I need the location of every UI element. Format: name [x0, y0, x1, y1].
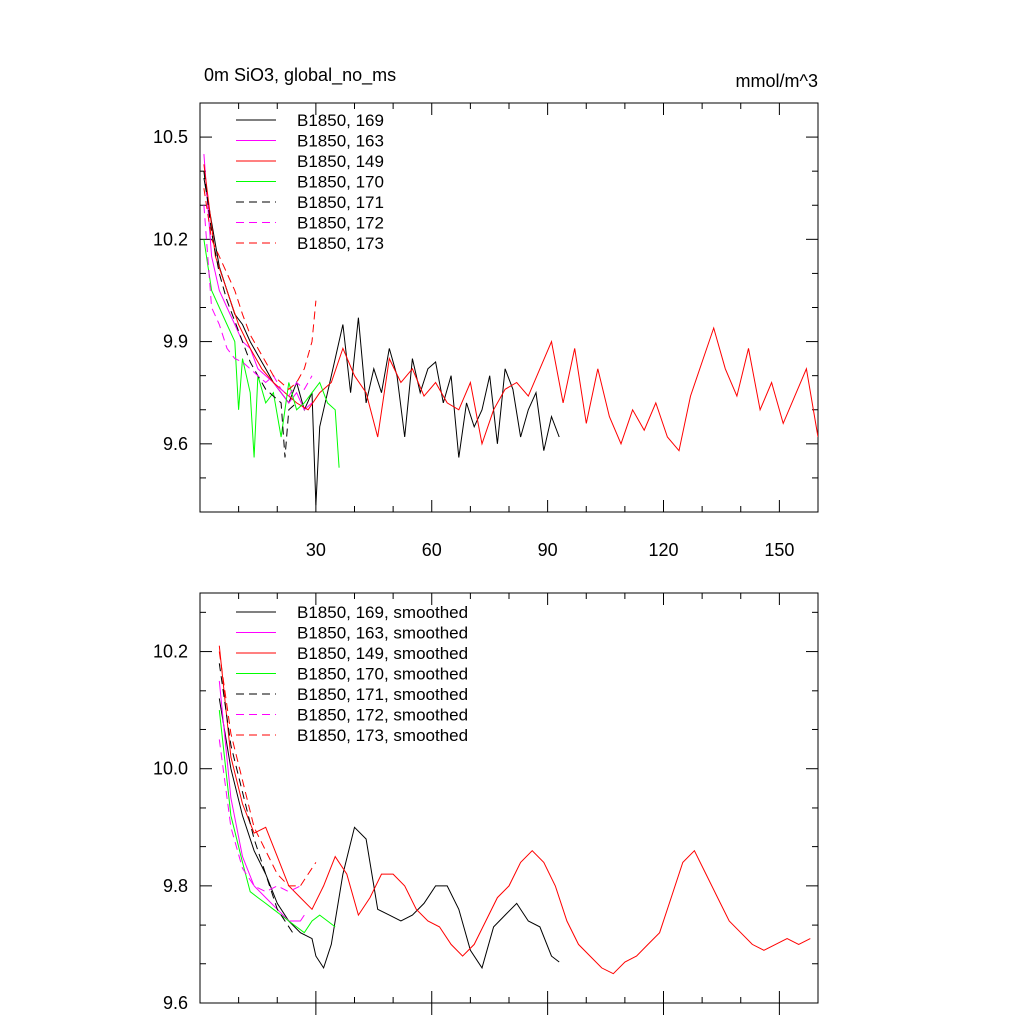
top-chart-title: 0m SiO3, global_no_ms [204, 65, 396, 86]
top-series-line-0 [203, 177, 560, 506]
top-legend-label: B1850, 171 [297, 193, 384, 212]
top-x-tick-label: 60 [422, 540, 442, 560]
top-y-tick-label: 9.9 [163, 332, 188, 352]
top-x-tick-label: 30 [306, 540, 326, 560]
top-series-line-6 [203, 188, 317, 390]
top-series-line-3 [203, 239, 340, 468]
bottom-series-line-4 [218, 663, 297, 934]
top-plot-frame [199, 102, 819, 513]
bottom-legend-label: B1850, 172, smoothed [297, 706, 468, 725]
top-chart-units: mmol/m^3 [736, 71, 818, 91]
bottom-series-line-6 [218, 651, 317, 887]
bottom-y-tick-label: 9.8 [163, 876, 188, 896]
bottom-series-line-2 [218, 645, 811, 975]
top-y-tick-label: 10.2 [153, 229, 188, 249]
top-series-line-5 [203, 205, 313, 397]
bottom-y-tick-label: 10.2 [153, 642, 188, 662]
top-series-line-2 [203, 164, 818, 452]
top-legend-label: B1850, 163 [297, 132, 384, 151]
bottom-plot-frame [199, 592, 819, 1004]
bottom-series-line-0 [218, 698, 560, 970]
bottom-legend-label: B1850, 169, smoothed [297, 603, 468, 622]
bottom-y-tick-label: 9.6 [163, 993, 188, 1013]
bottom-legend-label: B1850, 171, smoothed [297, 685, 468, 704]
top-y-tick-label: 10.5 [153, 127, 188, 147]
bottom-legend-label: B1850, 170, smoothed [297, 665, 468, 684]
bottom-y-tick-label: 10.0 [153, 759, 188, 779]
top-series-line-1 [203, 154, 313, 411]
top-legend-label: B1850, 173 [297, 234, 384, 253]
top-x-tick-label: 120 [648, 540, 678, 560]
top-legend-label: B1850, 149 [297, 152, 384, 171]
bottom-legend-label: B1850, 149, smoothed [297, 644, 468, 663]
top-series-line-4 [203, 171, 297, 458]
bottom-legend-label: B1850, 163, smoothed [297, 624, 468, 643]
top-legend-label: B1850, 172 [297, 214, 384, 233]
bottom-series-line-5 [218, 739, 305, 893]
bottom-series-line-1 [218, 680, 305, 922]
top-legend-label: B1850, 169 [297, 111, 384, 130]
top-x-tick-label: 90 [538, 540, 558, 560]
top-y-tick-label: 9.6 [163, 434, 188, 454]
top-x-tick-label: 150 [764, 540, 794, 560]
bottom-chart-panel: 9.6 9.8 10.0 10.2 B1850, 169, smoothed B1850,… [153, 592, 819, 1015]
bottom-legend-label: B1850, 173, smoothed [297, 726, 468, 745]
top-chart-panel: 0m SiO3, global_no_ms mmol/m^3 30 60 90 120… [153, 65, 819, 560]
top-legend-label: B1850, 170 [297, 173, 384, 192]
